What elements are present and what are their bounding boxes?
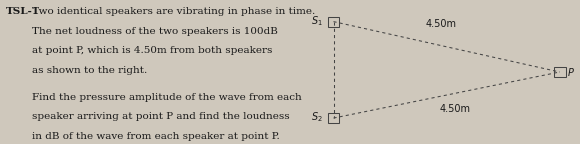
Text: speaker arriving at point P and find the loudness: speaker arriving at point P and find the… <box>32 112 289 121</box>
Text: Find the pressure amplitude of the wave from each: Find the pressure amplitude of the wave … <box>32 93 302 102</box>
Text: TSL-1: TSL-1 <box>6 7 40 16</box>
Text: 4.50m: 4.50m <box>425 19 456 29</box>
Text: in dB of the wave from each speaker at point P.: in dB of the wave from each speaker at p… <box>32 132 280 141</box>
Text: at point P, which is 4.50m from both speakers: at point P, which is 4.50m from both spe… <box>32 46 272 55</box>
Text: $S_2$: $S_2$ <box>311 110 323 124</box>
Text: $S_1$: $S_1$ <box>311 14 323 28</box>
Text: 4.50m: 4.50m <box>440 104 471 114</box>
Text: Two identical speakers are vibrating in phase in time.: Two identical speakers are vibrating in … <box>32 7 315 16</box>
Text: as shown to the right.: as shown to the right. <box>32 66 147 75</box>
Text: The net loudness of the two speakers is 100dB: The net loudness of the two speakers is … <box>32 27 278 36</box>
Text: $P$: $P$ <box>567 66 575 78</box>
